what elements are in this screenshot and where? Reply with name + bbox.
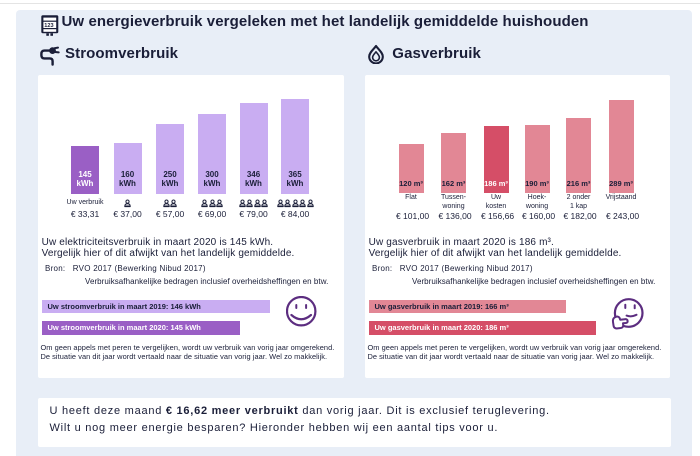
svg-text:123: 123 <box>44 23 53 29</box>
